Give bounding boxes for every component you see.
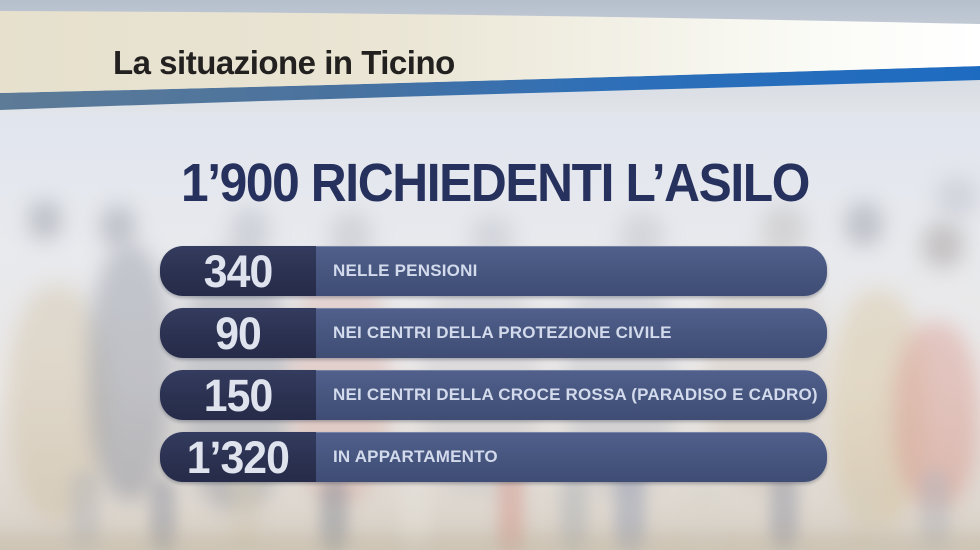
stat-row-croce-rossa: 150 NEI CENTRI DELLA CROCE ROSSA (PARADI…: [160, 370, 827, 420]
header-banner: [0, 0, 980, 115]
stat-label: NEI CENTRI DELLA CROCE ROSSA (PARADISO E…: [333, 385, 818, 404]
stat-value: 340: [203, 246, 273, 296]
stat-value-box: 150: [160, 370, 316, 420]
stat-value: 1’320: [186, 432, 290, 482]
stat-label-bar: NELLE PENSIONI: [316, 246, 827, 296]
page-title: 1’900 RICHIEDENTI L’ASILO: [180, 153, 810, 213]
header-kicker: La situazione in Ticino: [113, 44, 455, 81]
stat-label-bar: NEI CENTRI DELLA CROCE ROSSA (PARADISO E…: [316, 370, 827, 420]
stat-row-appartamento: 1’320 IN APPARTAMENTO: [160, 432, 827, 482]
stat-value-box: 1’320: [160, 432, 316, 482]
stat-value: 90: [215, 308, 262, 358]
stat-value: 150: [203, 370, 273, 420]
header-blue-stripe: [0, 66, 980, 110]
stat-label-bar: NEI CENTRI DELLA PROTEZIONE CIVILE: [316, 308, 827, 358]
stat-label: IN APPARTAMENTO: [333, 447, 498, 466]
stat-row-protezione-civile: 90 NEI CENTRI DELLA PROTEZIONE CIVILE: [160, 308, 827, 358]
stat-value-box: 340: [160, 246, 316, 296]
stat-row-pensioni: 340 NELLE PENSIONI: [160, 246, 827, 296]
header-cream-band: [0, 11, 980, 93]
stat-label-bar: IN APPARTAMENTO: [316, 432, 827, 482]
stat-label: NEI CENTRI DELLA PROTEZIONE CIVILE: [333, 323, 672, 342]
stat-rows: 340 NELLE PENSIONI 90 NEI CENTRI DELLA P…: [160, 246, 827, 494]
stat-value-box: 90: [160, 308, 316, 358]
stat-label: NELLE PENSIONI: [333, 261, 478, 280]
